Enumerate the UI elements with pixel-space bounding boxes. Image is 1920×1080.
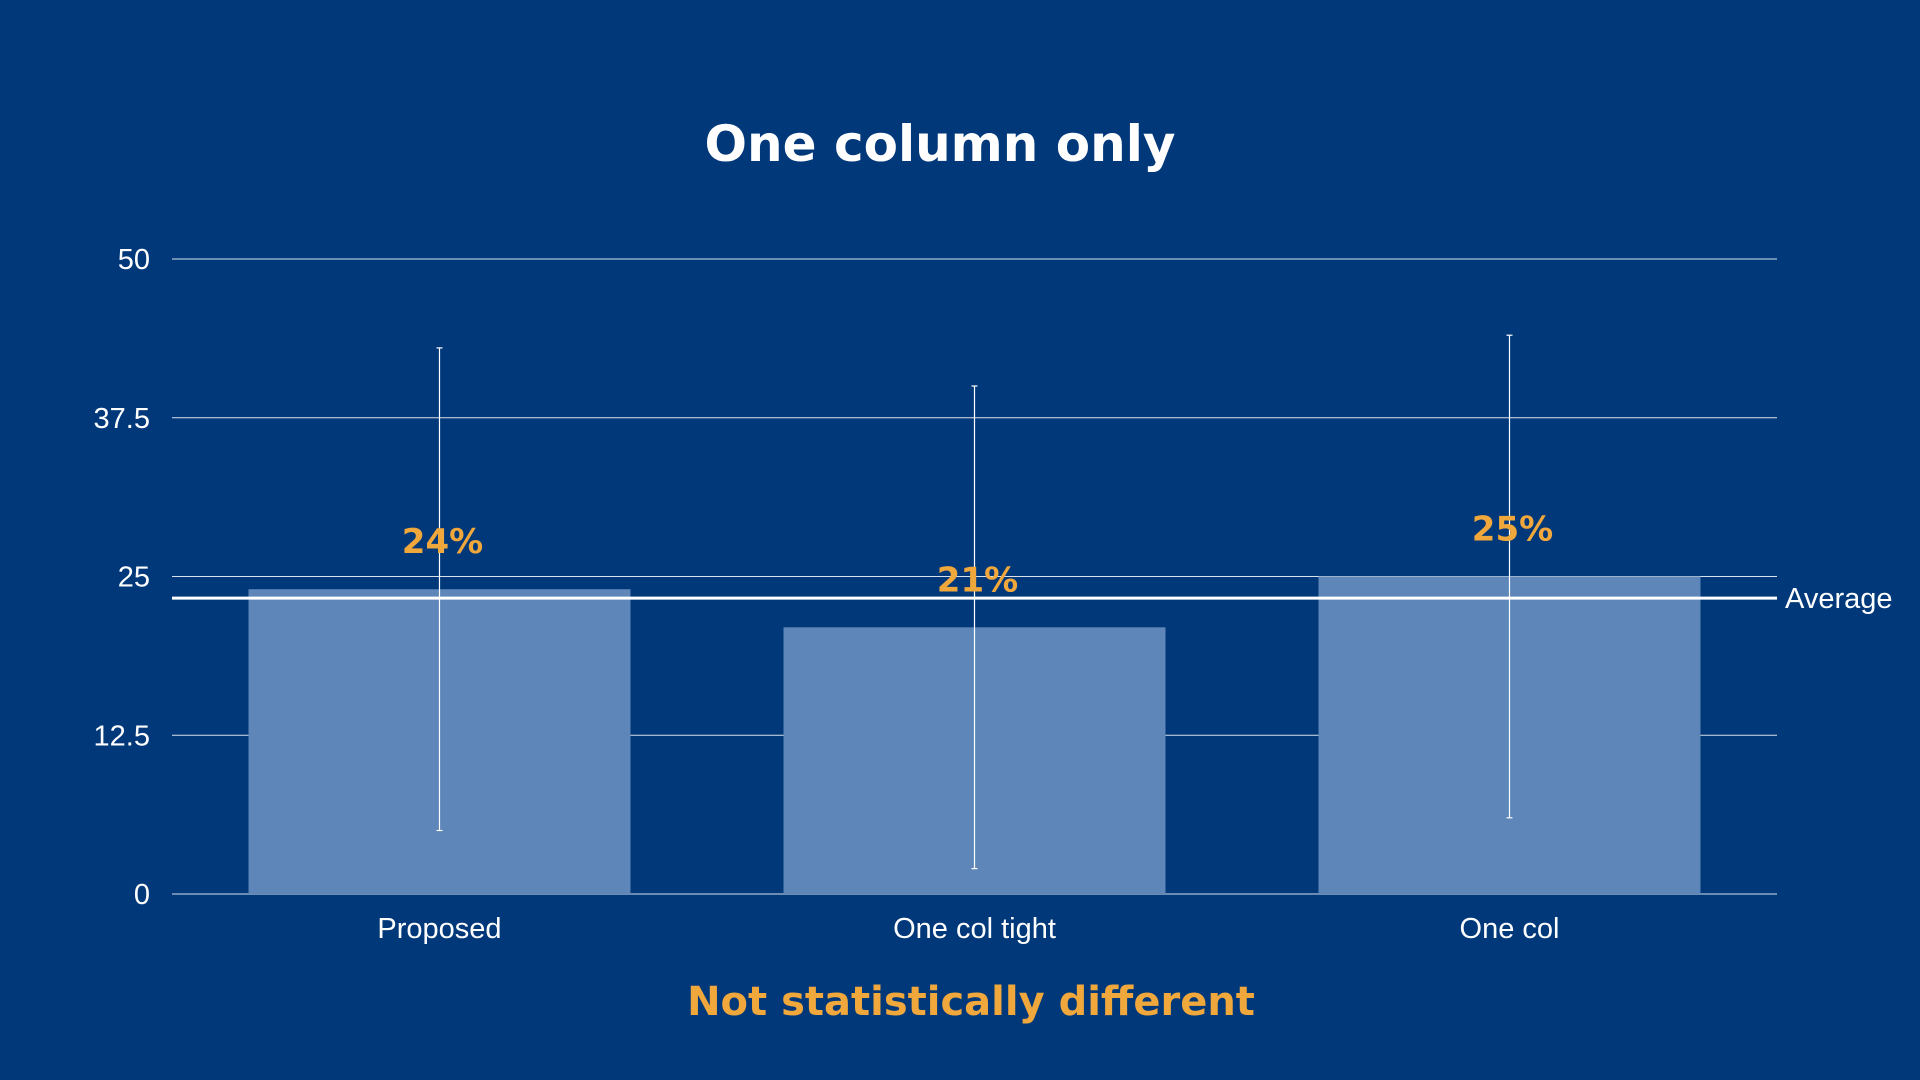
error-bars	[436, 334, 1513, 870]
bar-value-label: 24%	[402, 522, 483, 562]
average-label: Average	[1785, 583, 1893, 615]
y-tick-label: 50	[118, 244, 150, 276]
bar-value-label: 21%	[937, 560, 1018, 600]
x-category-label: One col	[1460, 913, 1560, 945]
labels: 0 12.5 25 37.5 50 Proposed 24% One col tight 21%…	[94, 244, 1893, 945]
x-category-label: Proposed	[377, 913, 501, 945]
y-tick-label: 0	[134, 879, 150, 911]
y-tick-label: 37.5	[94, 403, 150, 435]
x-category-label: One col tight	[893, 913, 1056, 945]
bar-value-label: 25%	[1472, 510, 1553, 550]
y-tick-label: 25	[118, 562, 150, 594]
y-tick-label: 12.5	[94, 720, 150, 752]
chart-title: One column only	[704, 115, 1176, 173]
significance-note: Not statistically different	[687, 979, 1255, 1025]
